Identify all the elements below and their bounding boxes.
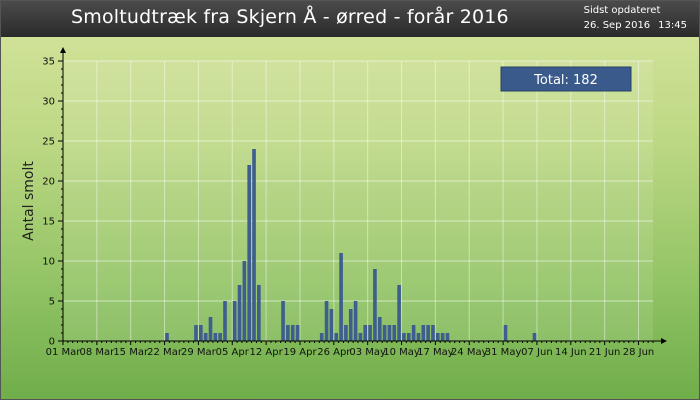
x-tick-label: 15 Mar bbox=[113, 347, 149, 358]
bar bbox=[440, 333, 445, 341]
y-tick-label: 0 bbox=[49, 337, 55, 348]
x-tick-label: 22 Mar bbox=[147, 347, 183, 358]
x-tick-label: 21 Jun bbox=[589, 347, 621, 358]
bar bbox=[402, 333, 406, 341]
y-axis-label: Antal smolt bbox=[21, 161, 37, 241]
bar bbox=[232, 301, 237, 341]
x-tick-label: 03 May bbox=[349, 347, 386, 358]
title-bar: Smoltudtræk fra Skjern Å - ørred - forår… bbox=[1, 1, 699, 37]
x-tick-label: 31 May bbox=[485, 347, 522, 358]
x-tick-label: 29 Mar bbox=[181, 347, 217, 358]
bar bbox=[319, 333, 324, 341]
chart-title: Smoltudtræk fra Skjern Å - ørred - forår… bbox=[71, 6, 509, 28]
plot-area bbox=[63, 61, 653, 341]
bar bbox=[203, 333, 208, 341]
x-tick-label: 26 Apr bbox=[317, 347, 351, 358]
bar bbox=[324, 301, 329, 341]
bar bbox=[339, 253, 343, 341]
x-tick-label: 17 May bbox=[417, 347, 454, 358]
last-updated: Sidst opdateret 26. Sep 2016 13:45 bbox=[584, 3, 687, 33]
bar bbox=[421, 325, 426, 341]
y-tick-label: 25 bbox=[42, 137, 55, 148]
x-tick-label: 05 Apr bbox=[216, 347, 250, 358]
last-updated-time: 13:45 bbox=[658, 20, 687, 31]
x-tick-label: 19 Apr bbox=[283, 347, 317, 358]
bar bbox=[406, 333, 411, 341]
bar bbox=[353, 301, 358, 341]
bar bbox=[295, 325, 300, 341]
y-tick-label: 5 bbox=[49, 297, 55, 308]
x-axis-arrow bbox=[661, 338, 667, 344]
y-tick-label: 10 bbox=[42, 257, 55, 268]
last-updated-label: Sidst opdateret bbox=[583, 5, 661, 16]
bar bbox=[165, 333, 169, 341]
bar bbox=[199, 325, 203, 341]
bar bbox=[286, 325, 290, 341]
bar bbox=[194, 325, 198, 341]
bar bbox=[329, 309, 334, 341]
bar bbox=[382, 325, 387, 341]
bar bbox=[247, 165, 252, 341]
bar bbox=[252, 149, 256, 341]
y-axis-arrow bbox=[60, 47, 66, 53]
bar bbox=[368, 325, 372, 341]
x-tick-label: 12 Apr bbox=[250, 347, 284, 358]
bar bbox=[397, 285, 401, 341]
bar bbox=[242, 261, 247, 341]
bar bbox=[377, 317, 382, 341]
bar bbox=[532, 333, 537, 341]
x-tick-label: 24 May bbox=[451, 347, 488, 358]
bar bbox=[348, 309, 353, 341]
y-tick-label: 30 bbox=[42, 97, 55, 108]
bar bbox=[435, 333, 440, 341]
bar bbox=[223, 301, 227, 341]
bar bbox=[392, 325, 397, 341]
bar bbox=[431, 325, 435, 341]
x-tick-label: 07 Jun bbox=[521, 347, 553, 358]
bar bbox=[334, 333, 339, 341]
bar bbox=[411, 325, 416, 341]
bar bbox=[213, 333, 218, 341]
x-tick-label: 10 May bbox=[383, 347, 420, 358]
x-tick-label: 28 Jun bbox=[623, 347, 655, 358]
bar bbox=[237, 285, 242, 341]
y-tick-label: 20 bbox=[42, 177, 55, 188]
bar bbox=[416, 333, 421, 341]
x-tick-label: 14 Jun bbox=[555, 347, 587, 358]
bar bbox=[208, 317, 213, 341]
bar bbox=[363, 325, 368, 341]
bar bbox=[257, 285, 261, 341]
bar bbox=[503, 325, 508, 341]
bar bbox=[373, 269, 377, 341]
bar bbox=[281, 301, 285, 341]
last-updated-date: 26. Sep 2016 bbox=[583, 20, 651, 31]
x-tick-label: 01 Mar bbox=[46, 347, 82, 358]
total-label: Total: 182 bbox=[533, 73, 598, 88]
bar bbox=[218, 333, 222, 341]
bar bbox=[387, 325, 392, 341]
y-tick-label: 15 bbox=[42, 217, 55, 228]
total-box bbox=[500, 66, 632, 92]
x-tick-label: 08 Mar bbox=[79, 347, 115, 358]
bar bbox=[445, 333, 450, 341]
bar bbox=[426, 325, 430, 341]
bar bbox=[344, 325, 348, 341]
y-tick-label: 35 bbox=[42, 57, 55, 68]
bar bbox=[358, 333, 363, 341]
bar bbox=[290, 325, 295, 341]
